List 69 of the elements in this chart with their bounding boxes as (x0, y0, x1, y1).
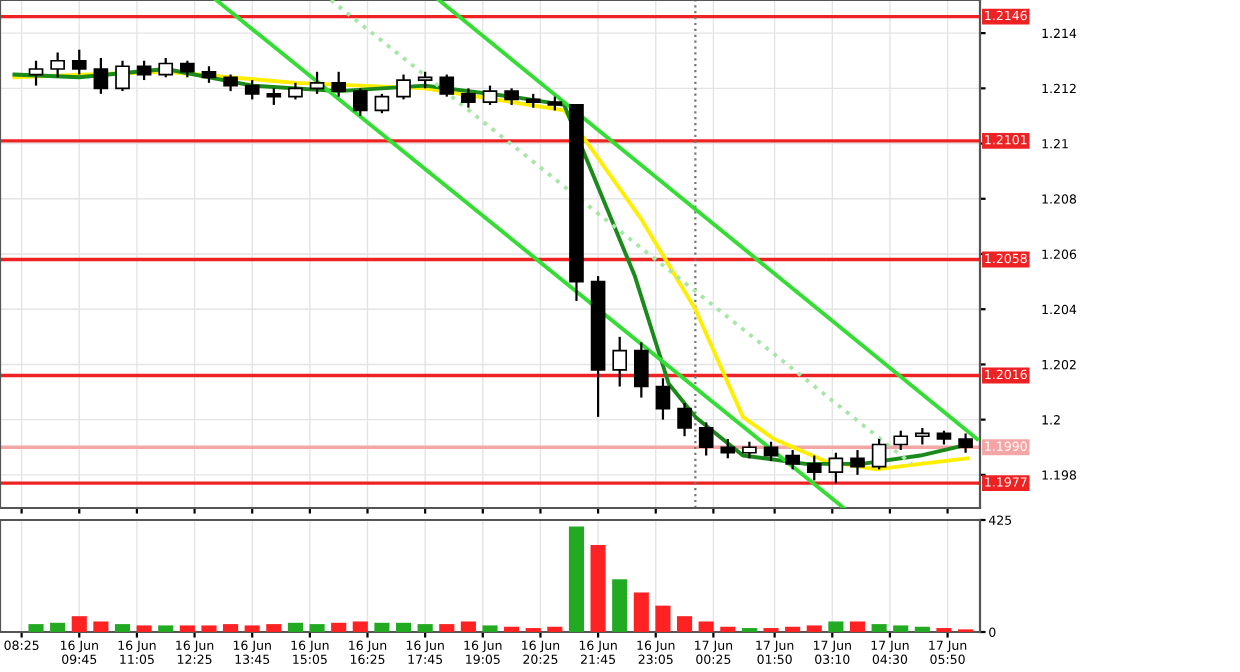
bar (223, 624, 239, 632)
candlestick (461, 87, 476, 109)
bar (720, 626, 736, 632)
bar (676, 616, 693, 632)
candlestick (482, 84, 498, 107)
bar (201, 625, 217, 632)
bar (266, 624, 282, 632)
bar (655, 605, 671, 632)
bar (93, 621, 109, 632)
bar (568, 526, 585, 632)
bar (50, 622, 66, 632)
bar (828, 621, 844, 632)
candlestick (958, 432, 973, 454)
bar (417, 624, 433, 632)
bar (698, 621, 714, 632)
candlestick (93, 56, 109, 95)
bar (28, 624, 44, 632)
bar (871, 624, 887, 632)
bar (158, 625, 174, 632)
candlestick (677, 401, 692, 438)
bar (849, 621, 866, 632)
candlestick (396, 73, 411, 101)
candlestick (612, 335, 628, 388)
bar (309, 624, 325, 632)
bar (395, 622, 412, 632)
bar (785, 626, 801, 632)
candlestick (634, 341, 649, 399)
bar (114, 624, 131, 632)
candlestick (439, 73, 455, 98)
candlestick (871, 437, 887, 471)
bar (482, 625, 498, 632)
candlestick (244, 78, 260, 101)
bar (547, 626, 563, 632)
candlestick (806, 454, 822, 482)
candlestick (309, 70, 325, 95)
candlestick (785, 448, 800, 471)
candlestick (28, 59, 44, 87)
bar (590, 545, 606, 632)
candlestick (828, 451, 844, 485)
candlestick (352, 87, 368, 118)
candlestick (115, 59, 130, 93)
candlestick (158, 56, 174, 79)
bar (460, 621, 476, 632)
bar (352, 621, 368, 632)
bar (244, 625, 260, 632)
candlestick (71, 48, 87, 76)
candlestick (893, 429, 909, 452)
bar (633, 592, 649, 632)
candlestick (720, 437, 736, 460)
bar (504, 626, 520, 632)
bar (136, 625, 152, 632)
bar (893, 625, 909, 632)
bar (612, 579, 628, 632)
bar (71, 616, 87, 632)
bar (439, 624, 455, 632)
bar (287, 622, 304, 632)
bar (914, 626, 930, 632)
candlestick (50, 51, 65, 79)
candlestick (850, 448, 865, 476)
candlestick (698, 421, 714, 457)
bar (331, 622, 347, 632)
candlestick (374, 92, 390, 115)
bar (806, 625, 822, 632)
candlestick (655, 377, 671, 421)
candlestick (763, 440, 779, 463)
candlestick (136, 59, 152, 82)
bar (374, 622, 390, 632)
candlestick (331, 70, 346, 98)
bar (179, 625, 195, 632)
